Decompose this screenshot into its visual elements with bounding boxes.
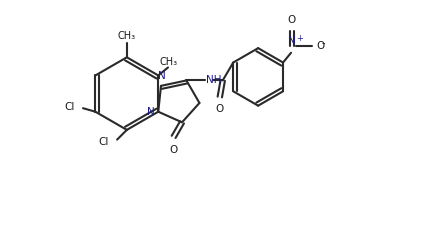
Text: N: N bbox=[147, 107, 155, 117]
Text: +: + bbox=[296, 34, 303, 43]
Text: -: - bbox=[321, 39, 325, 49]
Text: O: O bbox=[288, 15, 296, 25]
Text: CH₃: CH₃ bbox=[118, 31, 136, 41]
Text: NH: NH bbox=[206, 75, 222, 85]
Text: N: N bbox=[288, 36, 296, 46]
Text: Cl: Cl bbox=[99, 137, 109, 147]
Text: N: N bbox=[158, 72, 166, 81]
Text: O: O bbox=[170, 145, 178, 155]
Text: O: O bbox=[317, 41, 325, 51]
Text: O: O bbox=[216, 104, 224, 114]
Text: Cl: Cl bbox=[65, 102, 75, 112]
Text: CH₃: CH₃ bbox=[160, 57, 178, 67]
